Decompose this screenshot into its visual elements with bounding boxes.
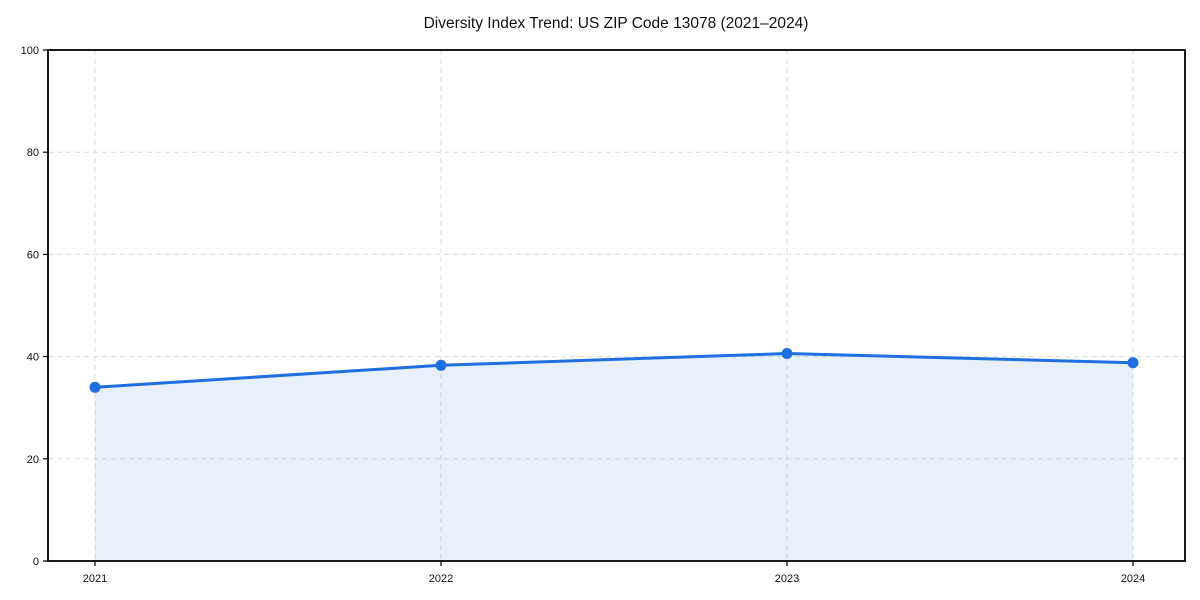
x-axis-tick-label: 2021 <box>83 573 107 585</box>
y-axis-tick-label: 40 <box>27 352 39 364</box>
plot-border <box>47 49 1186 562</box>
axes-layer: 0 20 40 60 80 100 2021 2022 2023 2024 <box>21 45 1186 585</box>
y-axis-tick-label: 60 <box>27 249 39 261</box>
area-fill <box>95 353 1133 561</box>
y-axis-tick-label: 20 <box>27 454 39 466</box>
data-point <box>1127 357 1139 369</box>
trend-line <box>93 352 1135 389</box>
y-axis-tick-label: 100 <box>21 45 39 57</box>
series-layer <box>89 348 1139 561</box>
x-axis-tick-label: 2024 <box>1121 573 1145 585</box>
data-point <box>781 348 793 359</box>
data-point <box>435 359 447 371</box>
chart-title: Diversity Index Trend: US ZIP Code 13078… <box>424 15 809 32</box>
x-axis-tick-label: 2023 <box>775 573 799 585</box>
x-axis-tick-label: 2022 <box>429 573 453 585</box>
grid-layer <box>48 50 1185 561</box>
y-axis-tick-label: 0 <box>33 556 39 568</box>
y-axis-tick-label: 80 <box>27 147 39 159</box>
data-point <box>89 381 101 393</box>
